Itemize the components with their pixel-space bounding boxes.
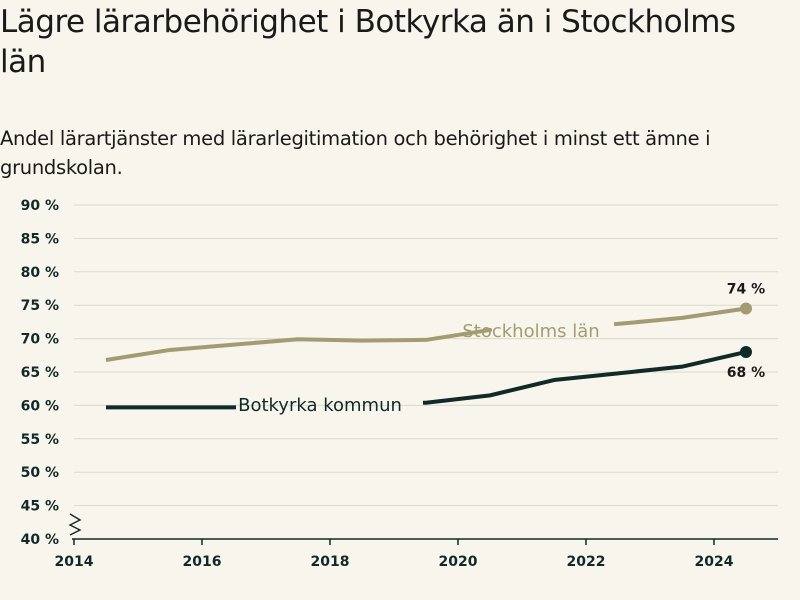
- y-tick-label: 55 %: [21, 432, 59, 448]
- series-line: [613, 306, 747, 327]
- y-tick-label: 50 %: [21, 465, 59, 481]
- y-tick-label: 85 %: [21, 231, 59, 247]
- chart-subtitle: Andel lärartjänster med lärarlegitimatio…: [0, 127, 711, 179]
- y-tick-label: 75 %: [21, 298, 59, 314]
- y-tick-label: 40 %: [21, 532, 59, 548]
- x-tick-label: 2022: [567, 554, 606, 570]
- x-tick-label: 2018: [311, 554, 350, 570]
- end-value-label: 74 %: [727, 282, 765, 298]
- y-tick-label: 45 %: [21, 499, 59, 515]
- y-tick-label: 70 %: [21, 332, 59, 348]
- series-label: Stockholms län: [462, 321, 599, 342]
- y-tick-label: 65 %: [21, 365, 59, 381]
- series-line: [422, 350, 747, 405]
- series-label: Botkyrka kommun: [238, 395, 402, 416]
- end-point-marker: [740, 302, 752, 315]
- y-tick-label: 90 %: [21, 198, 59, 214]
- x-tick-label: 2014: [55, 554, 94, 570]
- x-tick-label: 2020: [439, 554, 478, 570]
- end-point-marker: [740, 345, 752, 358]
- x-tick-label: 2016: [183, 554, 222, 570]
- chart-title: Lägre lärarbehörighet i Botkyrka än i St…: [0, 4, 736, 80]
- y-tick-label: 80 %: [21, 265, 59, 281]
- x-tick-label: 2024: [695, 554, 734, 570]
- y-tick-label: 60 %: [21, 398, 59, 414]
- end-value-label: 68 %: [727, 365, 765, 381]
- series-line: [105, 327, 492, 362]
- axis-break-icon: [68, 513, 82, 536]
